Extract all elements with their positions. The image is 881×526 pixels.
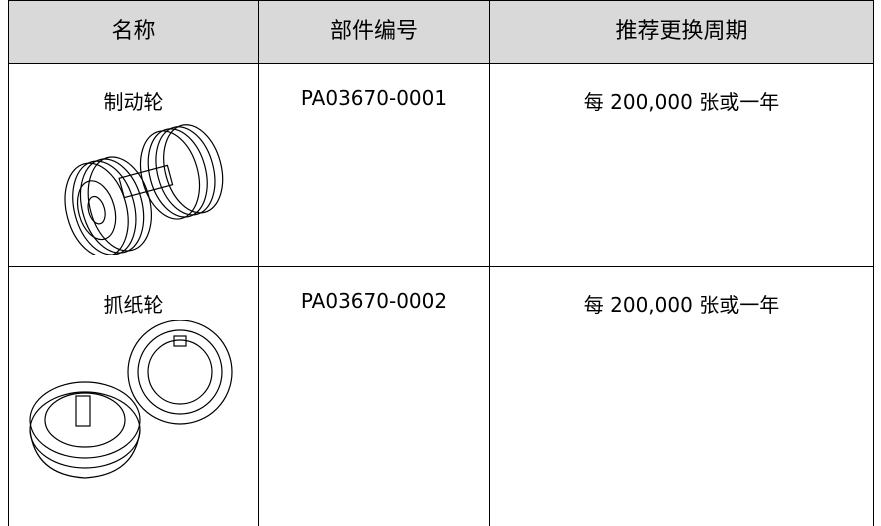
cell-text: 每 200,000 张或一年 [583,293,780,317]
pick-roller-image [29,320,233,479]
name-cell: 抓纸轮 [8,266,258,526]
cell-text: 每 200,000 张或一年 [583,90,780,114]
cycle-cell: 每 200,000 张或一年 [489,63,874,267]
cycle-cell: 每 200,000 张或一年 [489,266,874,526]
brake-roller-image [64,124,224,255]
cell-text: PA03670-0001 [300,86,448,110]
cell-text: 制动轮 [103,90,164,114]
header-cell: 名称 [8,0,258,64]
cell-text: PA03670-0002 [300,289,448,313]
part-cell: PA03670-0001 [258,63,489,267]
header-cell: 推荐更换周期 [489,0,874,64]
cell-text: 抓纸轮 [103,293,164,317]
header-cell: 部件编号 [258,0,489,64]
name-cell: 制动轮 [8,63,258,267]
part-cell: PA03670-0002 [258,266,489,526]
